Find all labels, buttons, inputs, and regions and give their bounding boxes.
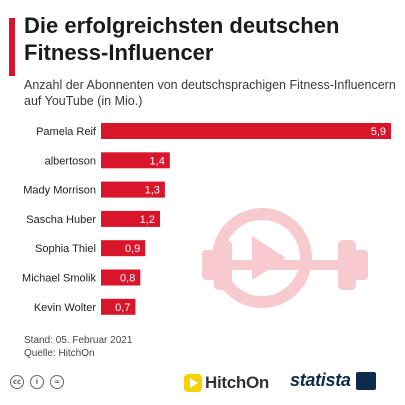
value-label: 0,7	[115, 302, 130, 314]
hitchon-logo-text: HitchOn	[205, 373, 270, 392]
statista-logo-icon	[355, 371, 376, 390]
bar	[101, 298, 136, 315]
bar	[101, 269, 141, 286]
chart-subtitle: Anzahl der Abonnenten von deutschsprachi…	[24, 78, 396, 108]
category-label: Sascha Huber	[26, 214, 96, 226]
fitness-watermark-icon	[202, 208, 368, 308]
source-name: Quelle: HitchOn	[24, 348, 95, 359]
license-icons: cc i =	[10, 375, 64, 389]
value-label: 1,3	[145, 185, 160, 197]
statista-logo-text: statista	[290, 370, 351, 390]
bar	[101, 123, 391, 139]
statista-logo[interactable]: statista	[290, 370, 376, 391]
no-derivatives-icon[interactable]: =	[50, 375, 64, 389]
category-label: Pamela Reif	[36, 126, 97, 138]
value-label: 0,8	[120, 273, 135, 285]
category-label: Kevin Wolter	[34, 302, 96, 314]
value-label: 5,9	[371, 126, 386, 138]
hitchon-logo[interactable]: HitchOn	[184, 370, 269, 396]
bar	[101, 181, 165, 198]
category-label: Sophia Thiel	[35, 243, 96, 255]
chart-title: Die erfolgreichsten deutschen Fitness-In…	[24, 13, 340, 65]
source-block: Stand: 05. Februar 2021 Quelle: HitchOn	[24, 334, 132, 360]
bar	[101, 152, 170, 169]
category-label: Mady Morrison	[23, 185, 96, 197]
bar	[101, 210, 160, 227]
hitchon-logo-icon	[184, 374, 202, 392]
category-label: albertoson	[45, 155, 96, 167]
attribution-icon[interactable]: i	[30, 375, 44, 389]
bar	[101, 240, 146, 257]
title-accent-bar	[9, 18, 15, 76]
value-label: 1,4	[150, 155, 165, 167]
creative-commons-icon[interactable]: cc	[10, 375, 24, 389]
value-label: 1,2	[140, 214, 155, 226]
source-date: Stand: 05. Februar 2021	[24, 335, 133, 346]
category-label: Michael Smolik	[22, 273, 96, 285]
value-label: 0,9	[125, 243, 140, 255]
